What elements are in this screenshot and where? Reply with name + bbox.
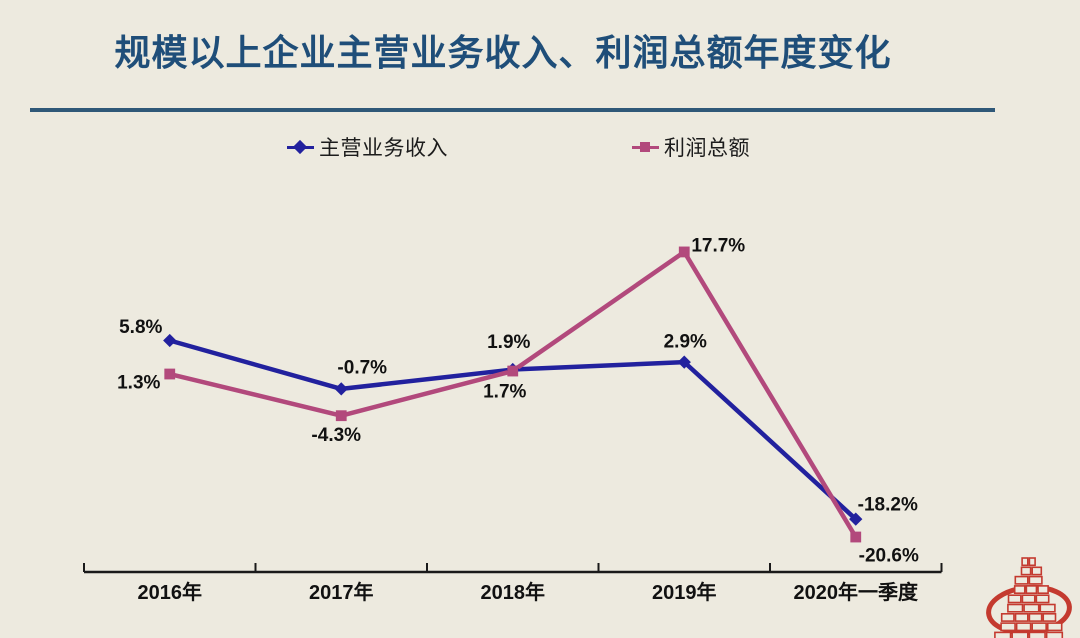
logo-brick	[1045, 631, 1064, 638]
data-label: -0.7%	[337, 357, 387, 378]
legend-item-revenue: 主营业务收入	[287, 135, 448, 160]
logo-brick	[1039, 603, 1056, 613]
data-label: 1.7%	[483, 382, 526, 403]
x-axis-label: 2017年	[309, 580, 374, 604]
logo-brick	[1021, 557, 1029, 567]
logo-brick	[1046, 622, 1063, 632]
logo-brick	[1035, 594, 1050, 604]
logo-brick	[1007, 603, 1024, 613]
brand-logo-icon	[986, 557, 1072, 638]
logo-brick	[1042, 612, 1057, 622]
logo-brick	[994, 631, 1012, 638]
logo-brick	[1014, 575, 1029, 585]
chart-title: 规模以上企业主营业务收入、利润总额年度变化	[114, 32, 892, 73]
logo-brick	[1028, 631, 1046, 638]
data-label: 17.7%	[691, 235, 745, 256]
x-axis-label: 2019年	[652, 580, 717, 604]
logo-brick	[1000, 612, 1015, 622]
x-axis-label: 2018年	[481, 580, 546, 604]
data-label: -4.3%	[311, 425, 361, 446]
logo-brick	[1020, 566, 1032, 576]
data-point-marker	[164, 368, 176, 380]
logo-brick	[1000, 622, 1016, 632]
logo-brick	[1014, 612, 1029, 622]
logo-brick	[1037, 585, 1049, 594]
logo-brick	[1021, 594, 1036, 604]
logo-brick	[1015, 622, 1032, 632]
data-point-marker	[507, 365, 519, 377]
logo-brick	[1025, 585, 1038, 594]
data-point-marker	[335, 410, 347, 422]
square-marker-icon	[632, 136, 659, 158]
logo-brick	[1028, 575, 1043, 585]
diamond-marker-icon	[287, 136, 314, 158]
legend-label-revenue: 主营业务收入	[319, 137, 448, 160]
logo-brick	[1023, 603, 1040, 613]
logo-brick	[1013, 585, 1026, 594]
legend-item-profit: 利润总额	[632, 135, 750, 160]
data-label: -20.6%	[859, 546, 919, 567]
x-axis-label: 2016年	[138, 580, 203, 604]
title-divider	[30, 108, 995, 112]
data-label: -18.2%	[858, 495, 918, 516]
logo-brick	[1007, 594, 1022, 604]
data-label: 1.9%	[487, 332, 530, 353]
logo-brick	[1011, 631, 1029, 638]
logo-brick	[1028, 612, 1043, 622]
data-label: 1.3%	[117, 373, 160, 394]
x-axis-label: 2020年一季度	[794, 580, 919, 604]
data-point-marker	[163, 333, 177, 348]
legend-label-profit: 利润总额	[664, 137, 750, 160]
data-label: 2.9%	[664, 332, 707, 353]
data-point-marker	[334, 382, 348, 396]
data-label: 5.8%	[119, 317, 162, 338]
logo-brick	[1031, 622, 1047, 632]
data-point-marker	[678, 246, 690, 258]
logo-brick	[1031, 566, 1043, 576]
logo-brick	[1028, 557, 1036, 567]
data-point-marker	[850, 531, 862, 543]
